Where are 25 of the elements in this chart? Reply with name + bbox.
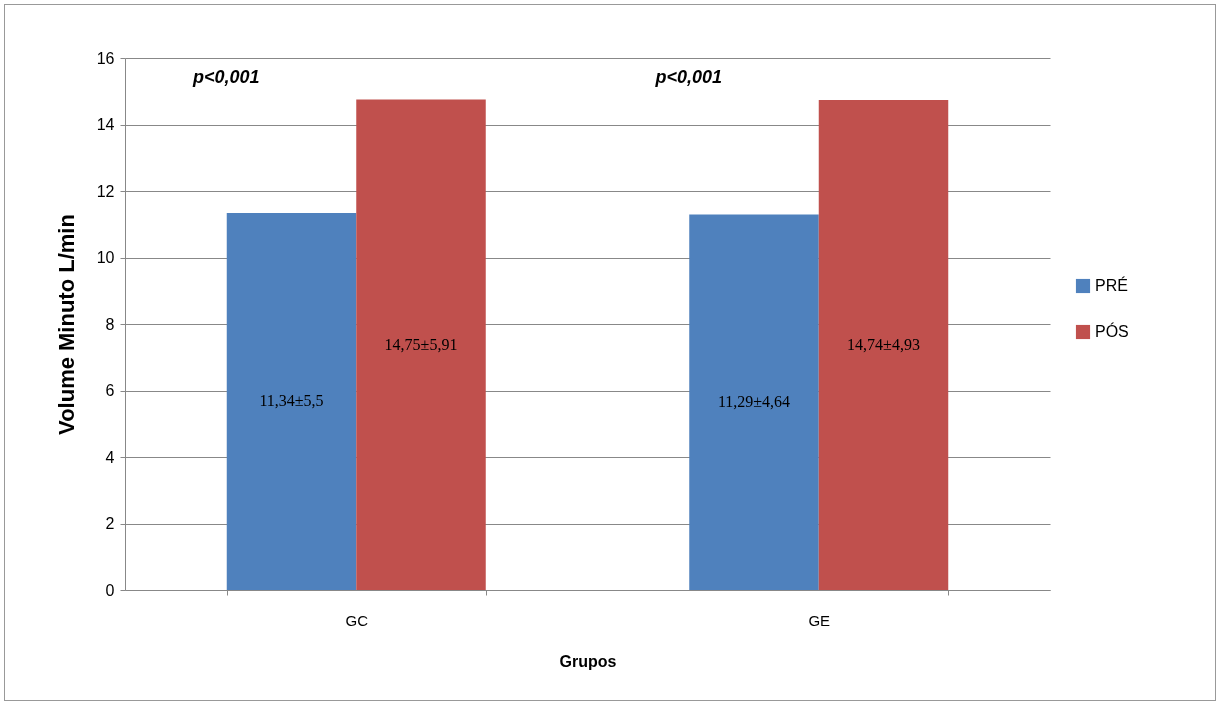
y-tick-label: 12 bbox=[96, 182, 115, 200]
y-tick-label: 10 bbox=[96, 249, 115, 266]
y-tick-label: 16 bbox=[96, 49, 115, 67]
bar bbox=[356, 99, 486, 590]
y-tick-label: 0 bbox=[105, 581, 115, 599]
x-tick-label: GE bbox=[808, 611, 831, 629]
legend-label: PRÉ bbox=[1095, 276, 1128, 294]
y-tick-label: 4 bbox=[105, 448, 115, 466]
bar bbox=[689, 214, 819, 590]
bar bbox=[818, 99, 949, 590]
data-label: 14,75±5,91 bbox=[384, 335, 458, 353]
y-tick-label: 14 bbox=[96, 116, 115, 133]
data-label: 11,34±5,5 bbox=[259, 392, 324, 410]
annotation: p<0,001 bbox=[654, 67, 723, 87]
bar bbox=[226, 212, 357, 590]
x-axis-title: Grupos bbox=[559, 652, 617, 670]
x-tick-label: GC bbox=[345, 611, 369, 629]
data-label: 14,74±4,93 bbox=[847, 335, 920, 353]
y-axis-title: Volume Minuto L/min bbox=[53, 214, 79, 435]
y-tick-label: 6 bbox=[105, 382, 115, 399]
y-tick-label: 8 bbox=[105, 315, 115, 333]
legend-label: PÓS bbox=[1095, 322, 1129, 340]
data-label: 11,29±4,64 bbox=[717, 393, 791, 411]
annotation: p<0,001 bbox=[191, 67, 260, 87]
y-tick-label: 2 bbox=[105, 515, 115, 532]
